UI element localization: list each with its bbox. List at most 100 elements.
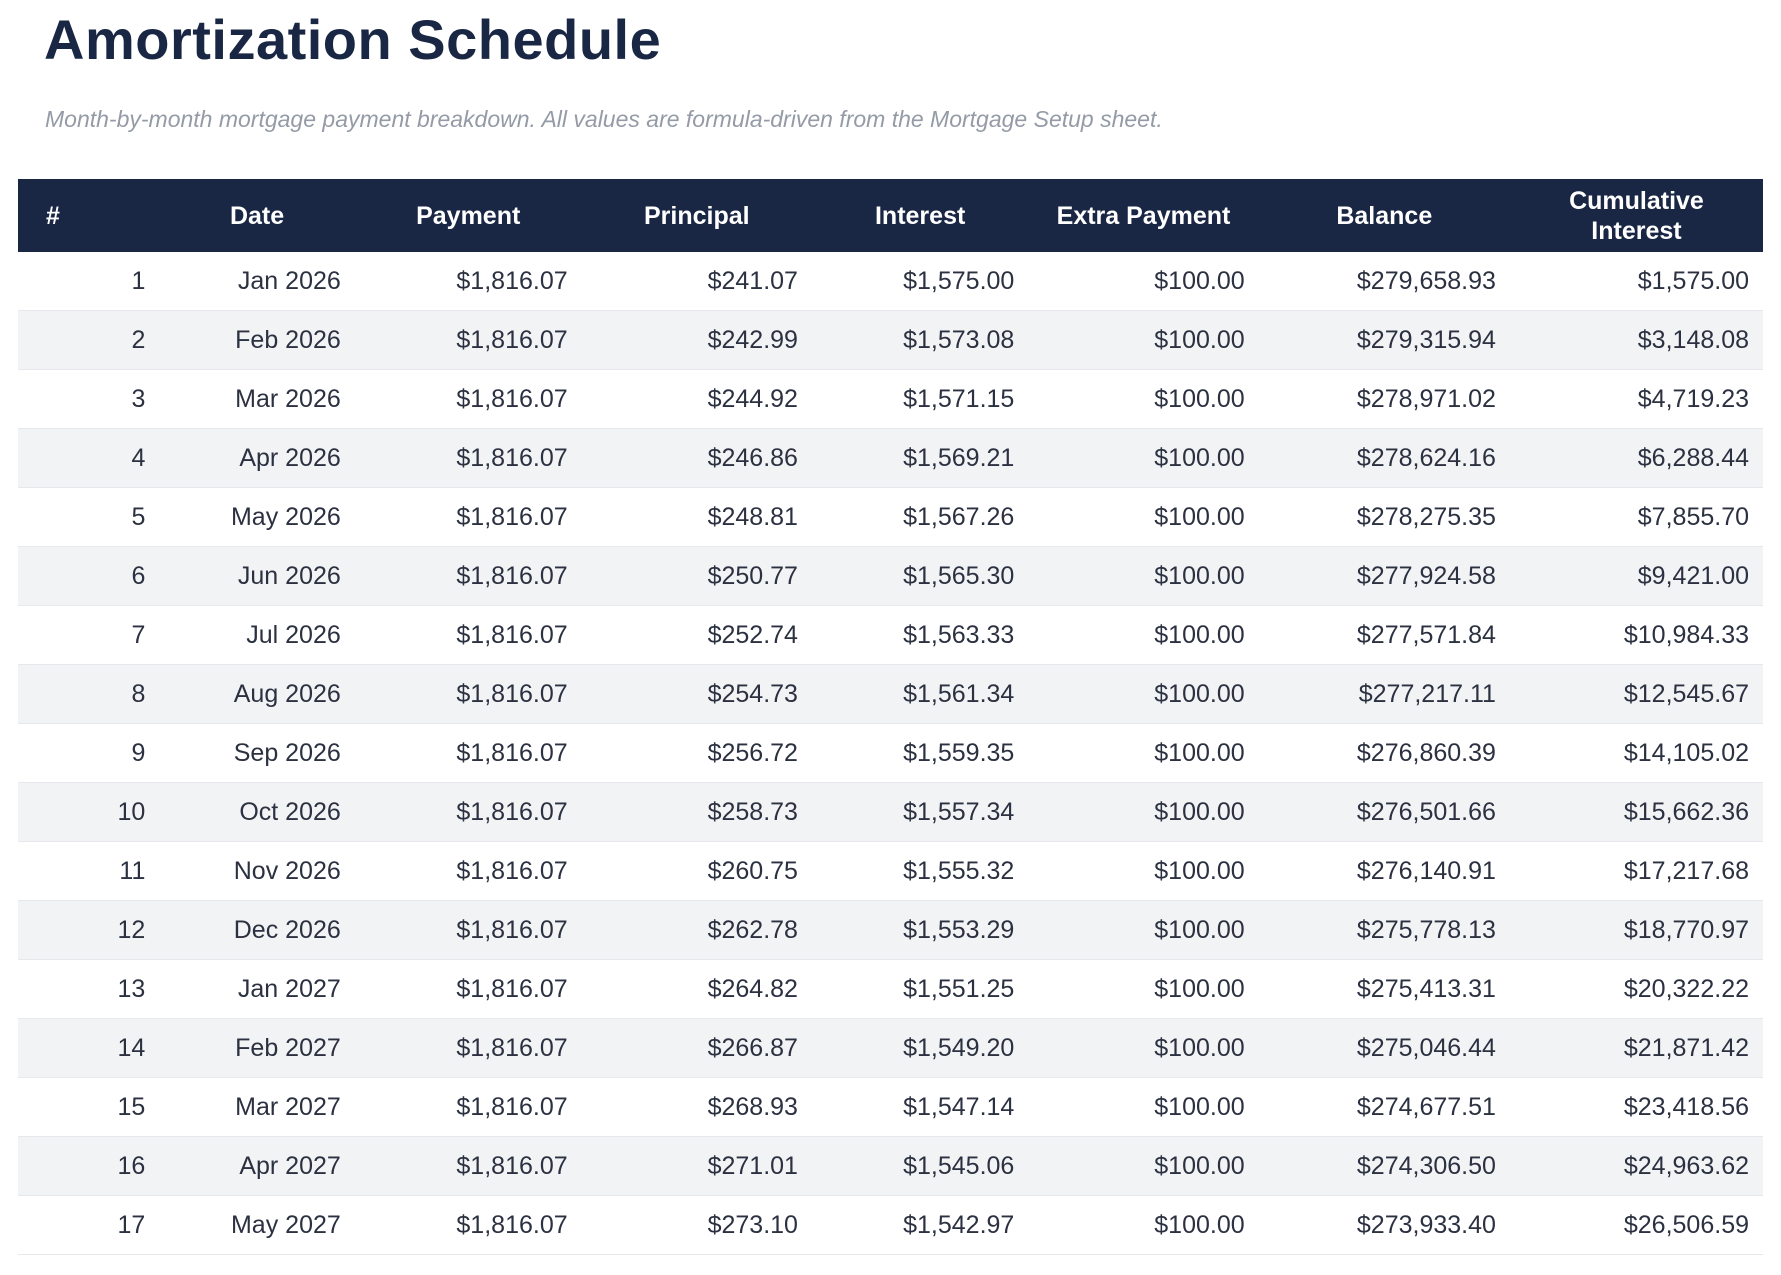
cell-cumulative-interest: $24,963.62 <box>1509 1136 1763 1197</box>
cell-extra-payment: $100.00 <box>1028 664 1259 725</box>
cell-num: 14 <box>18 1018 160 1079</box>
cell-cumulative-interest: $26,506.59 <box>1509 1195 1763 1256</box>
cell-interest: $1,555.32 <box>811 841 1029 902</box>
cell-num: 16 <box>18 1136 160 1197</box>
cell-interest: $1,557.34 <box>811 782 1029 843</box>
cell-extra-payment: $100.00 <box>1028 900 1259 961</box>
cell-cumulative-interest: $12,545.67 <box>1509 664 1763 725</box>
cell-interest: $1,549.20 <box>811 1018 1029 1079</box>
cell-cumulative-interest: $21,871.42 <box>1509 1018 1763 1079</box>
cell-payment: $1,816.07 <box>354 959 582 1020</box>
cell-num: 1 <box>18 252 160 312</box>
cell-cumulative-interest: $15,662.36 <box>1509 782 1763 843</box>
cell-interest: $1,559.35 <box>811 723 1029 784</box>
column-header-label: Principal <box>643 201 750 230</box>
cell-num: 7 <box>18 605 160 666</box>
cell-date: Apr 2026 <box>159 428 355 489</box>
cell-balance: $279,315.94 <box>1258 310 1510 371</box>
table-row: 2 Feb 2026 $1,816.07 $242.99 $1,573.08 $100.0… <box>18 310 1763 371</box>
cell-payment: $1,816.07 <box>354 605 582 666</box>
cell-extra-payment: $100.00 <box>1028 1136 1259 1197</box>
column-header-principal: Principal <box>581 179 812 253</box>
cell-balance: $276,140.91 <box>1258 841 1510 902</box>
cell-date: Jun 2026 <box>159 546 355 607</box>
cell-principal: $242.99 <box>581 310 812 371</box>
cell-payment: $1,816.07 <box>354 723 582 784</box>
cell-interest: $1,551.25 <box>811 959 1029 1020</box>
cell-interest: $1,545.06 <box>811 1136 1029 1197</box>
table-row: 15 Mar 2027 $1,816.07 $268.93 $1,547.14 $100.… <box>18 1077 1763 1138</box>
cell-interest: $1,567.26 <box>811 487 1029 548</box>
cell-extra-payment: $100.00 <box>1028 1077 1259 1138</box>
table-body: 1 Jan 2026 $1,816.07 $241.07 $1,575.00 $100.0… <box>18 252 1763 1256</box>
cell-interest: $1,573.08 <box>811 310 1029 371</box>
cell-balance: $277,217.11 <box>1258 664 1510 725</box>
table-row: 13 Jan 2027 $1,816.07 $264.82 $1,551.25 $100.… <box>18 959 1763 1020</box>
cell-num: 2 <box>18 310 160 371</box>
cell-principal: $266.87 <box>581 1018 812 1079</box>
cell-principal: $241.07 <box>581 252 812 312</box>
cell-principal: $262.78 <box>581 900 812 961</box>
cell-date: Jul 2026 <box>159 605 355 666</box>
cell-principal: $273.10 <box>581 1195 812 1256</box>
cell-date: Mar 2026 <box>159 369 355 430</box>
column-header-interest: Interest <box>811 179 1029 253</box>
cell-payment: $1,816.07 <box>354 369 582 430</box>
table-header: # Date Payment Principal Interest Extra Payme… <box>18 179 1763 253</box>
cell-cumulative-interest: $17,217.68 <box>1509 841 1763 902</box>
cell-date: Jan 2026 <box>159 252 355 312</box>
cell-extra-payment: $100.00 <box>1028 841 1259 902</box>
cell-cumulative-interest: $23,418.56 <box>1509 1077 1763 1138</box>
cell-payment: $1,816.07 <box>354 1136 582 1197</box>
column-header-label: Date <box>229 201 285 230</box>
cell-date: Apr 2027 <box>159 1136 355 1197</box>
cell-date: Nov 2026 <box>159 841 355 902</box>
page-title: Amortization Schedule <box>44 8 662 71</box>
cell-date: May 2027 <box>159 1195 355 1256</box>
cell-balance: $276,860.39 <box>1258 723 1510 784</box>
cell-interest: $1,563.33 <box>811 605 1029 666</box>
amortization-table: # Date Payment Principal Interest Extra Payme… <box>18 179 1763 1256</box>
cell-balance: $275,413.31 <box>1258 959 1510 1020</box>
cell-num: 5 <box>18 487 160 548</box>
cell-num: 15 <box>18 1077 160 1138</box>
cell-extra-payment: $100.00 <box>1028 310 1259 371</box>
cell-balance: $274,677.51 <box>1258 1077 1510 1138</box>
cell-extra-payment: $100.00 <box>1028 428 1259 489</box>
table-row: 1 Jan 2026 $1,816.07 $241.07 $1,575.00 $100.0… <box>18 252 1763 312</box>
cell-balance: $278,275.35 <box>1258 487 1510 548</box>
cell-interest: $1,569.21 <box>811 428 1029 489</box>
cell-num: 17 <box>18 1195 160 1256</box>
cell-payment: $1,816.07 <box>354 782 582 843</box>
cell-payment: $1,816.07 <box>354 841 582 902</box>
cell-balance: $277,924.58 <box>1258 546 1510 607</box>
cell-extra-payment: $100.00 <box>1028 959 1259 1020</box>
cell-principal: $244.92 <box>581 369 812 430</box>
cell-extra-payment: $100.00 <box>1028 1195 1259 1256</box>
cell-extra-payment: $100.00 <box>1028 1018 1259 1079</box>
cell-date: Sep 2026 <box>159 723 355 784</box>
table-row: 5 May 2026 $1,816.07 $248.81 $1,567.26 $100.0… <box>18 487 1763 548</box>
amortization-schedule-page: Amortization Schedule Month-by-month mor… <box>0 6 1781 1275</box>
cell-principal: $256.72 <box>581 723 812 784</box>
table-row: 16 Apr 2027 $1,816.07 $271.01 $1,545.06 $100.… <box>18 1136 1763 1197</box>
cell-balance: $278,971.02 <box>1258 369 1510 430</box>
cell-principal: $246.86 <box>581 428 812 489</box>
cell-num: 13 <box>18 959 160 1020</box>
cell-balance: $275,046.44 <box>1258 1018 1510 1079</box>
column-header-num: # <box>18 179 160 253</box>
table-row: 14 Feb 2027 $1,816.07 $266.87 $1,549.20 $100.… <box>18 1018 1763 1079</box>
cell-num: 6 <box>18 546 160 607</box>
cell-interest: $1,575.00 <box>811 252 1029 312</box>
cell-payment: $1,816.07 <box>354 1018 582 1079</box>
cell-balance: $279,658.93 <box>1258 252 1510 312</box>
cell-extra-payment: $100.00 <box>1028 369 1259 430</box>
cell-principal: $250.77 <box>581 546 812 607</box>
page-subtitle: Month-by-month mortgage payment breakdow… <box>45 106 1163 133</box>
cell-principal: $252.74 <box>581 605 812 666</box>
table-row: 4 Apr 2026 $1,816.07 $246.86 $1,569.21 $100.0… <box>18 428 1763 489</box>
cell-payment: $1,816.07 <box>354 900 582 961</box>
cell-balance: $275,778.13 <box>1258 900 1510 961</box>
cell-cumulative-interest: $1,575.00 <box>1509 252 1763 312</box>
cell-interest: $1,565.30 <box>811 546 1029 607</box>
